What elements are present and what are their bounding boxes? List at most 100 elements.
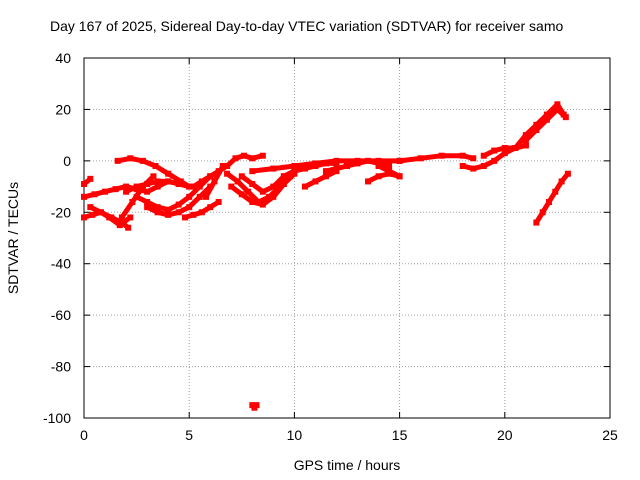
data-point — [144, 188, 151, 195]
data-point — [89, 211, 96, 218]
data-point — [270, 165, 277, 172]
data-point — [543, 116, 550, 123]
data-point — [249, 199, 256, 205]
data-point — [207, 204, 214, 211]
data-point — [154, 204, 161, 211]
data-point — [491, 157, 498, 164]
data-point — [562, 114, 569, 121]
plot-frame — [83, 57, 611, 419]
data-point — [154, 209, 161, 216]
data-point — [234, 178, 241, 185]
data-point — [118, 214, 125, 221]
data-point — [438, 152, 445, 159]
y-tick-label: 0 — [63, 153, 71, 169]
data-point — [322, 168, 329, 175]
data-point — [165, 178, 172, 185]
data-point — [81, 193, 87, 200]
x-tick-label: 0 — [80, 427, 88, 443]
chart-title: Day 167 of 2025, Sidereal Day-to-day VTE… — [50, 18, 564, 34]
x-tick-label: 20 — [497, 427, 513, 443]
data-point — [249, 181, 256, 187]
data-point — [224, 170, 231, 177]
data-point — [322, 173, 329, 180]
data-point — [564, 170, 571, 177]
data-point — [396, 173, 403, 180]
data-point — [270, 183, 277, 190]
data-point — [291, 163, 298, 169]
x-tick-label: 10 — [287, 427, 303, 443]
data-point — [291, 168, 298, 175]
x-axis-label: GPS time / hours — [294, 457, 401, 473]
data-point — [139, 157, 146, 164]
data-point — [333, 160, 340, 167]
data-point — [186, 183, 193, 190]
x-tick-label: 15 — [392, 427, 408, 443]
y-tick-label: -80 — [51, 359, 71, 375]
data-point — [102, 188, 109, 195]
data-point — [186, 193, 193, 200]
data-point — [322, 160, 329, 167]
y-tick-label: -40 — [51, 256, 71, 272]
data-point — [112, 186, 119, 193]
data-point — [270, 193, 277, 200]
data-point — [154, 183, 161, 190]
data-point — [312, 178, 319, 185]
data-point — [354, 160, 361, 167]
data-point — [245, 188, 252, 195]
data-point — [123, 188, 130, 195]
y-tick-label: -20 — [51, 204, 71, 220]
data-point — [238, 173, 245, 180]
data-point — [144, 199, 151, 205]
y-tick-label: 40 — [55, 50, 71, 66]
data-point — [417, 155, 424, 162]
data-point — [259, 201, 266, 208]
data-point — [480, 163, 487, 169]
data-point — [87, 204, 94, 211]
data-point — [129, 199, 136, 205]
data-point — [144, 181, 151, 187]
data-point — [501, 145, 508, 151]
data-point — [118, 219, 125, 226]
data-point — [81, 214, 87, 221]
data-point — [344, 163, 350, 169]
data-point — [266, 193, 273, 200]
data-point — [165, 206, 172, 213]
data-point — [459, 163, 466, 169]
data-point — [127, 214, 134, 221]
data-point — [91, 191, 98, 198]
data-point — [365, 157, 372, 164]
data-point — [165, 170, 172, 177]
data-point — [152, 163, 159, 169]
data-point — [253, 402, 260, 409]
data-point — [459, 152, 466, 159]
data-point — [545, 199, 552, 205]
y-tick-label: -100 — [43, 410, 71, 426]
data-point — [190, 211, 197, 218]
data-point — [386, 163, 393, 169]
data-point — [215, 199, 222, 205]
data-point — [522, 142, 529, 149]
data-point — [240, 152, 247, 159]
data-point — [125, 224, 132, 231]
y-axis-label: SDTVAR / TECUs — [5, 182, 21, 294]
data-series-track-s — [302, 168, 339, 190]
data-point — [207, 173, 214, 180]
data-point — [470, 155, 477, 162]
data-point — [375, 173, 382, 180]
y-tick-label: -60 — [51, 307, 71, 323]
data-point — [512, 145, 519, 151]
data-point — [87, 175, 94, 182]
data-point — [133, 183, 140, 190]
data-point — [228, 183, 235, 190]
data-point — [533, 121, 540, 128]
data-point — [365, 178, 372, 185]
data-point — [186, 204, 193, 211]
data-point — [375, 163, 382, 169]
data-point — [203, 193, 210, 200]
data-point — [190, 183, 197, 190]
data-point — [554, 106, 561, 113]
data-point — [196, 193, 203, 200]
data-point — [97, 209, 104, 216]
data-point — [154, 178, 161, 185]
data-point — [554, 101, 561, 108]
